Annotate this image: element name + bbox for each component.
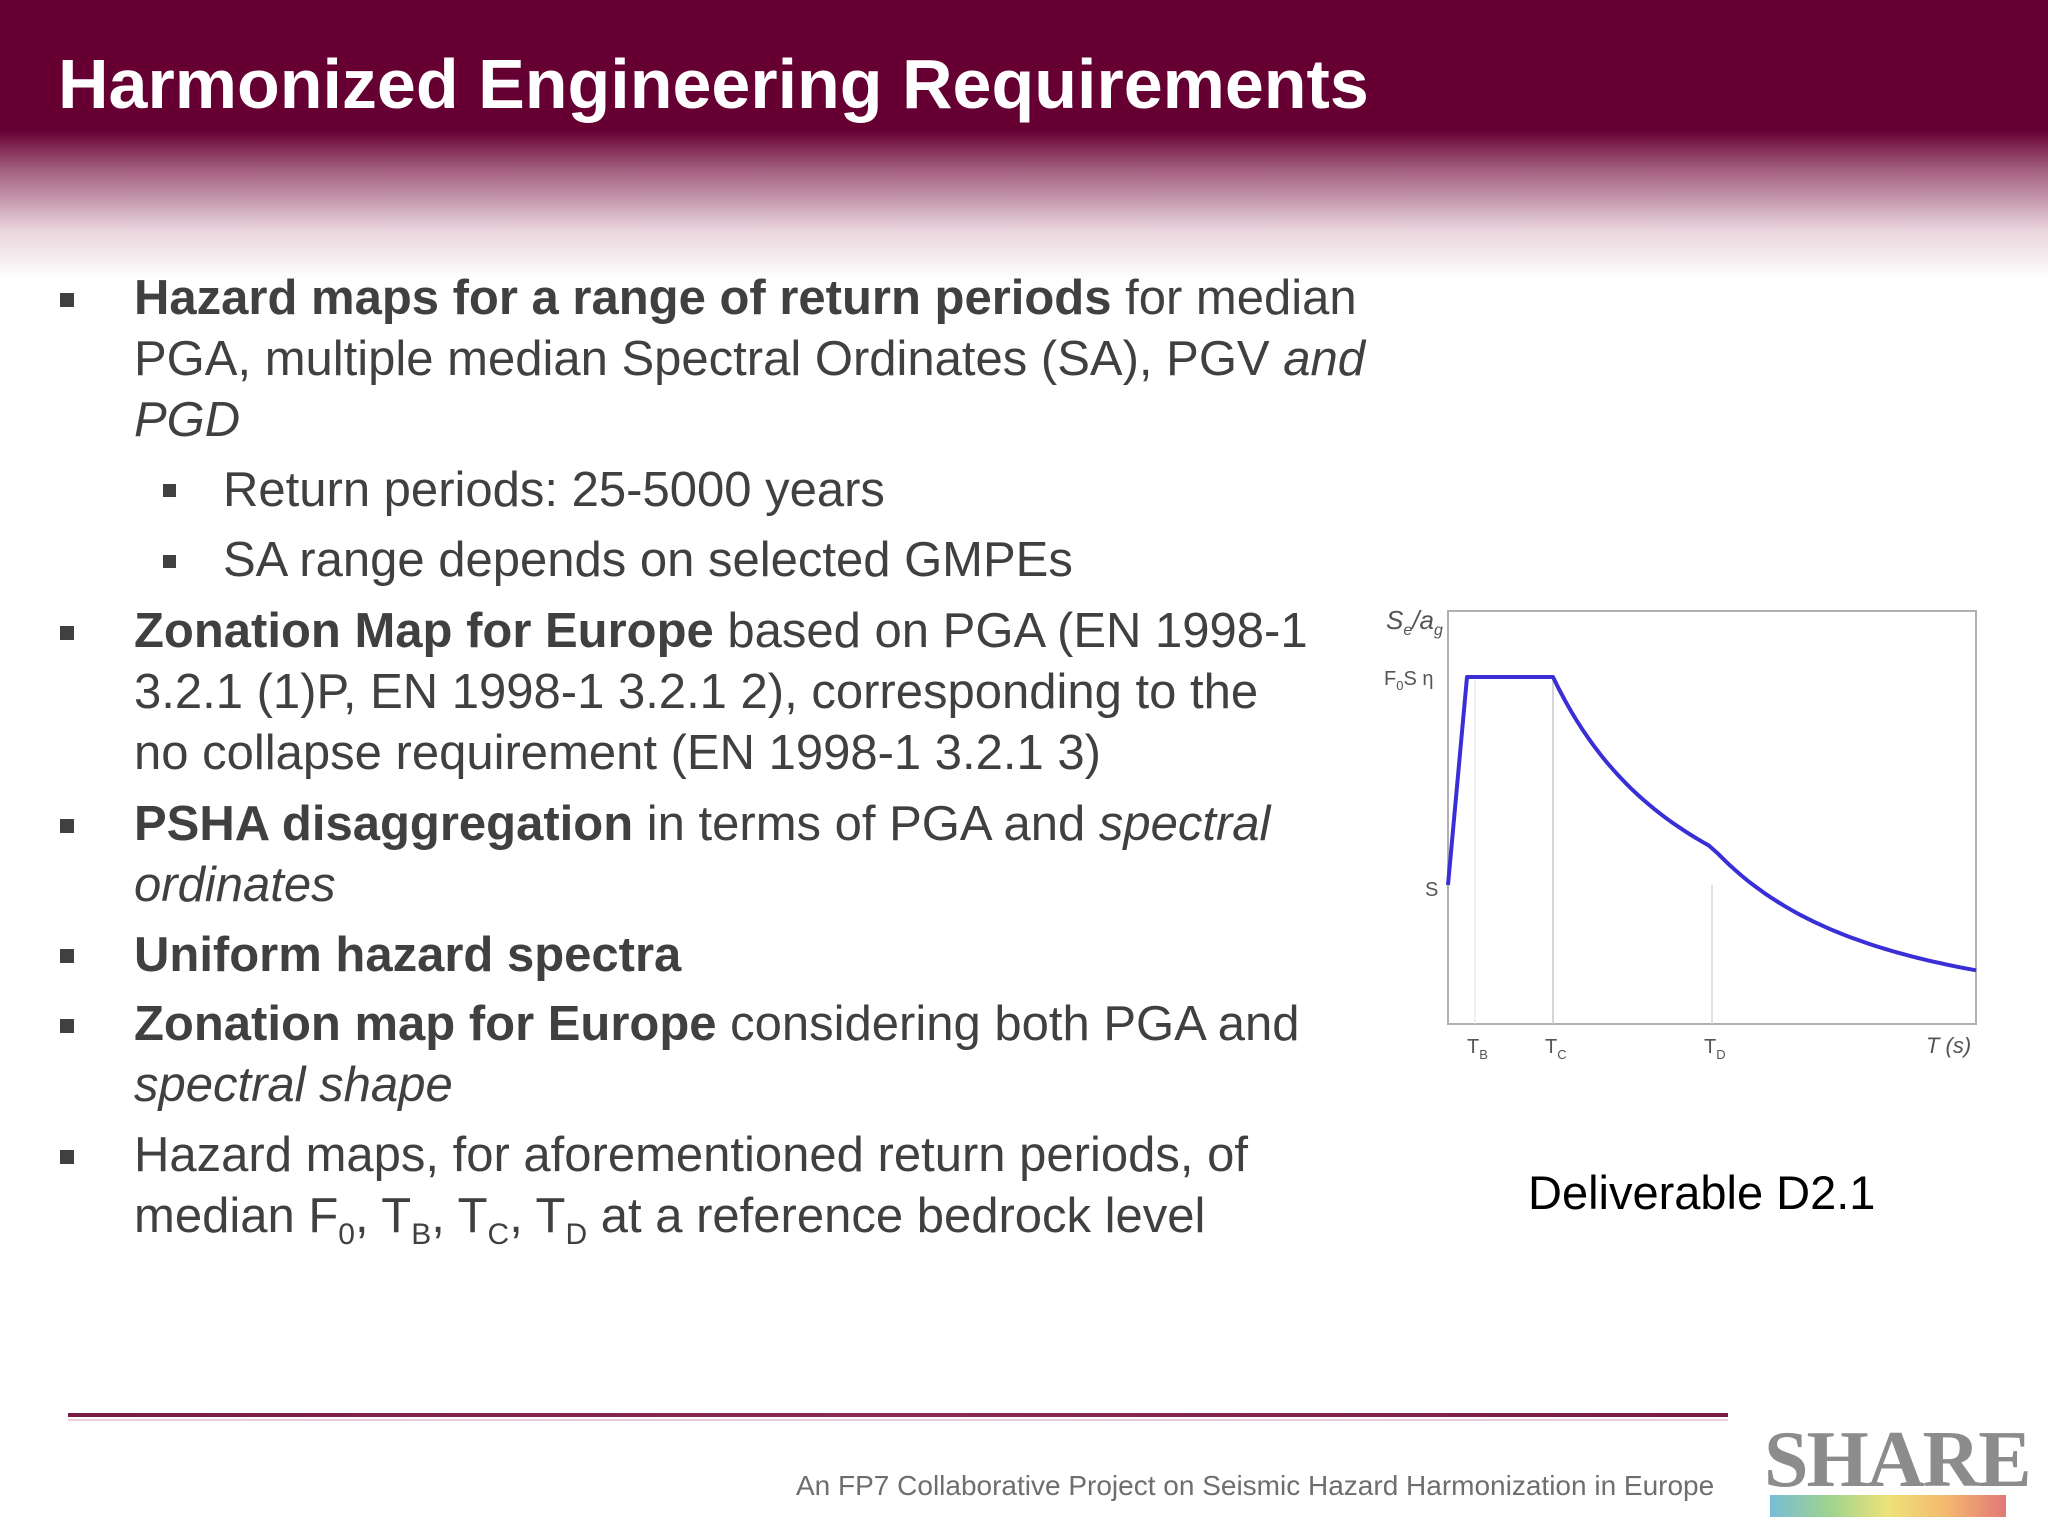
bullet-text: PGA, multiple median Spectral Ordinates … — [134, 332, 1284, 386]
tc-tick-label: TC — [1545, 1036, 1567, 1062]
title-banner — [0, 0, 2048, 280]
subscript: B — [411, 1218, 432, 1251]
deliverable-label: Deliverable D2.1 — [1528, 1166, 1876, 1219]
td-tick-label: TD — [1704, 1036, 1726, 1062]
share-logo: SHARE — [1764, 1416, 2032, 1504]
bullet-marker — [60, 626, 74, 640]
bullet-item-hazard-maps: Hazard maps for a range of return period… — [134, 268, 1365, 451]
bullet-text: , T — [354, 1189, 412, 1243]
bullet-marker — [60, 1150, 74, 1164]
s-tick-label: S — [1425, 879, 1438, 901]
bullet-text: median F — [134, 1189, 339, 1243]
bullet-text: , T — [509, 1189, 566, 1243]
sub-bullet-text: Return periods: 25-5000 years — [223, 463, 885, 517]
bullet-bold: Zonation map for Europe — [134, 997, 717, 1051]
bullet-bold: PSHA disaggregation — [134, 797, 634, 851]
f0s-eta-tick-label: F0S η — [1384, 668, 1433, 693]
subscript: D — [565, 1218, 588, 1251]
response-spectrum-chart: Se/ag F0S η S TB TC TD T (s) — [1384, 605, 1977, 1062]
bullet-item-psha: PSHA disaggregation in terms of PGA and … — [134, 794, 1270, 916]
subscript: 0 — [338, 1218, 355, 1251]
sub-bullet-text: SA range depends on selected GMPEs — [223, 533, 1073, 587]
bullet-marker — [60, 293, 74, 307]
bullet-italic: spectral shape — [134, 1058, 453, 1112]
footer-text: An FP7 Collaborative Project on Seismic … — [796, 1470, 1715, 1501]
bullet-item-zonation-spectral: Zonation map for Europe considering both… — [134, 994, 1300, 1116]
slide-title: Harmonized Engineering Requirements — [58, 45, 1369, 123]
sub-bullet-marker — [163, 555, 176, 568]
bullet-text: Hazard maps, for aforementioned return p… — [134, 1128, 1248, 1182]
sub-bullet-sa-range: SA range depends on selected GMPEs — [223, 530, 1073, 591]
bullet-marker — [60, 949, 74, 963]
bullet-bold: Hazard maps for a range of return period… — [134, 271, 1112, 325]
bullet-italic: ordinates — [134, 858, 336, 912]
spectrum-curve — [1446, 675, 1977, 973]
footer-divider-shadow — [68, 1419, 1728, 1421]
y-axis-label: Se/ag — [1386, 605, 1443, 639]
tb-tick-label: TB — [1467, 1036, 1488, 1062]
bullet-text: in terms of PGA and — [633, 797, 1099, 851]
bullet-item-hazard-maps-params: Hazard maps, for aforementioned return p… — [134, 1125, 1248, 1250]
bullet-text: considering both PGA and — [716, 997, 1300, 1051]
share-logo-colorbar — [1770, 1495, 2006, 1517]
x-axis-label: T (s) — [1926, 1033, 1971, 1058]
bullet-italic: and — [1283, 332, 1365, 386]
bullet-marker — [60, 819, 74, 833]
bullet-text: for median — [1111, 271, 1357, 325]
sub-bullet-return-periods: Return periods: 25-5000 years — [223, 460, 885, 521]
bullet-text: 3.2.1 (1)P, EN 1998-1 3.2.1 2), correspo… — [134, 665, 1259, 719]
bullet-text: no collapse requirement (EN 1998-1 3.2.1… — [134, 726, 1101, 780]
bullet-italic: PGD — [134, 393, 241, 447]
bullet-item-zonation-pga: Zonation Map for Europe based on PGA (EN… — [134, 601, 1308, 784]
footer-divider — [68, 1413, 1728, 1417]
bullet-marker — [60, 1019, 74, 1033]
subscript: C — [487, 1218, 510, 1251]
bullet-italic: spectral — [1098, 797, 1271, 851]
bullet-text: based on PGA (EN 1998-1 — [713, 604, 1308, 658]
bullet-text: , T — [431, 1189, 488, 1243]
bullet-item-uhs: Uniform hazard spectra — [134, 925, 681, 986]
sub-bullet-marker — [163, 484, 176, 497]
bullet-bold: Zonation Map for Europe — [134, 604, 714, 658]
bullet-text: at a reference bedrock level — [587, 1189, 1206, 1243]
bullet-bold: Uniform hazard spectra — [134, 928, 682, 982]
